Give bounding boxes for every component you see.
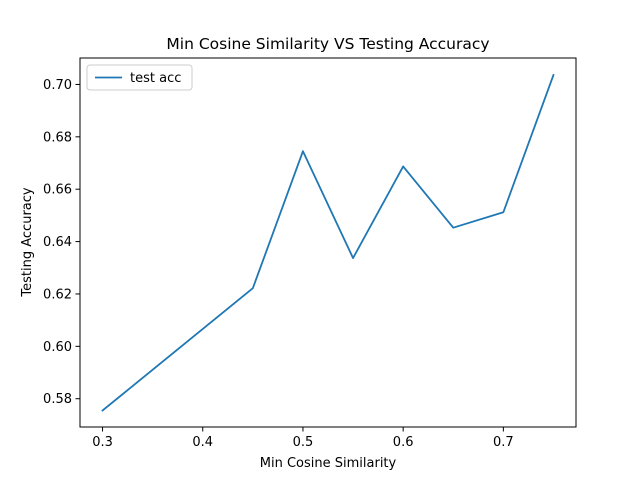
y-tick-label: 0.68 <box>43 130 72 145</box>
legend-box <box>86 64 193 91</box>
y-tick-label: 0.62 <box>43 287 72 302</box>
plot-area: 0.3 0.4 0.5 0.6 0.7 0.58 0.60 0.62 0.64 0.66 0.68 0… <box>43 57 577 450</box>
y-tick-label: 0.66 <box>43 183 72 198</box>
x-tick-label: 0.5 <box>293 435 314 450</box>
y-tick-label: 0.64 <box>43 235 72 250</box>
y-tick-label: 0.70 <box>43 78 72 93</box>
chart-title: Min Cosine Similarity VS Testing Accurac… <box>166 35 489 53</box>
axes-frame <box>79 57 577 428</box>
x-tick-label: 0.4 <box>192 435 213 450</box>
x-tick-label: 0.6 <box>393 435 414 450</box>
legend-label: test acc <box>130 71 181 86</box>
x-tick-label: 0.3 <box>92 435 113 450</box>
x-tick-label: 0.7 <box>493 435 514 450</box>
y-tick-label: 0.58 <box>43 392 72 407</box>
y-axis-label: Testing Accuracy <box>20 187 35 297</box>
y-tick-label: 0.60 <box>43 340 72 355</box>
series-line-0 <box>101 73 555 412</box>
x-axis-label: Min Cosine Similarity <box>260 456 397 471</box>
